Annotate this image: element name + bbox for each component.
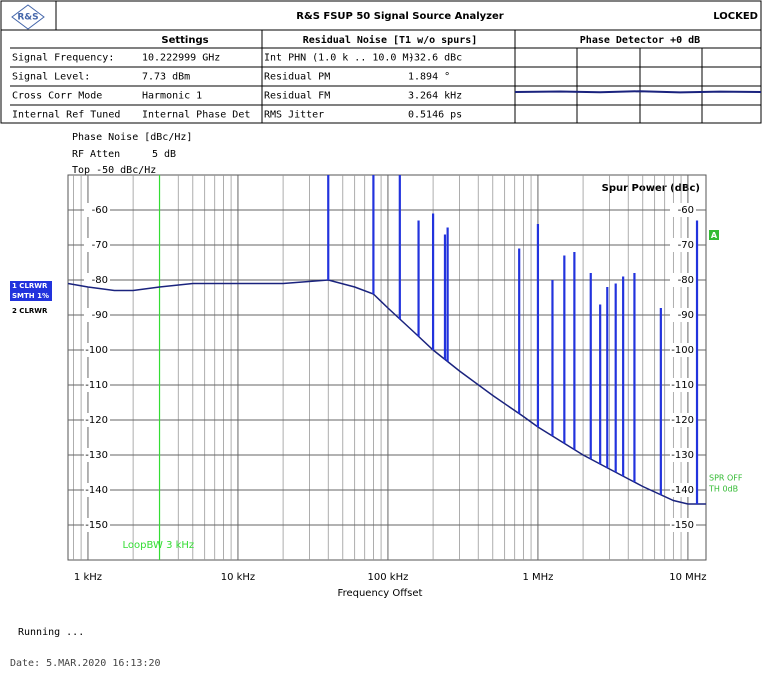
rf-atten: 5 dB (152, 149, 176, 160)
y2-tick-label: -120 (671, 415, 694, 426)
title: R&S FSUP 50 Signal Source Analyzer (296, 11, 504, 22)
y2-tick-label: -150 (671, 520, 694, 531)
badge: A (711, 231, 718, 240)
trace-label: 2 CLRWR (12, 307, 48, 315)
y-axis-label: Phase Noise [dBc/Hz] (72, 132, 192, 143)
table-cell: Internal Ref Tuned (12, 110, 120, 121)
y-tick-label: -90 (92, 310, 108, 321)
trace-label: 1 CLRWR (12, 282, 48, 290)
tick-label-bg (670, 483, 696, 497)
tick-label-bg (84, 273, 110, 287)
table-cell: Internal Phase Det (142, 110, 250, 121)
table-cell: -32.6 dBc (408, 53, 462, 64)
x-axis-label: Frequency Offset (338, 588, 423, 599)
y2-tick-label: -140 (671, 485, 694, 496)
table-cell: Residual FM (264, 91, 330, 102)
tick-label-bg (84, 238, 110, 252)
tick-label-bg (670, 273, 696, 287)
table-cell: 3.264 kHz (408, 91, 462, 102)
tick-label-bg (84, 518, 110, 532)
header-frame (0, 0, 762, 124)
tick-label-bg (84, 448, 110, 462)
y-tick-label: -110 (85, 380, 108, 391)
table-cell: Residual PM (264, 72, 330, 83)
table-cell: Signal Level: (12, 72, 90, 83)
table-cell: RMS Jitter (264, 110, 324, 121)
table-heading: Settings (161, 35, 208, 46)
table-cell: Int PHN (1.0 k .. 10.0 M) (264, 53, 415, 64)
table-cell: 1.894 ° (408, 72, 450, 83)
y-tick-label: -80 (92, 275, 108, 286)
svg-text:R&S: R&S (17, 13, 38, 23)
y2-tick-label: -70 (678, 240, 694, 251)
date: Date: 5.MAR.2020 16:13:20 (10, 658, 161, 669)
y2-tick-label: -110 (671, 380, 694, 391)
y-tick-label: -140 (85, 485, 108, 496)
tick-label-bg (670, 378, 696, 392)
x-tick-label: 10 kHz (221, 572, 255, 583)
tick-label-bg (84, 343, 110, 357)
x-tick-label: 10 MHz (669, 572, 706, 583)
table-cell: 10.222999 GHz (142, 53, 220, 64)
noise-trace (67, 279, 706, 505)
x-tick-label: 100 kHz (368, 572, 409, 583)
table-cell: 7.73 dBm (142, 72, 190, 83)
y2-tick-label: -60 (678, 205, 694, 216)
y-tick-label: -60 (92, 205, 108, 216)
tick-label-bg (670, 448, 696, 462)
tick-label-bg (84, 203, 110, 217)
phase-detector-plot (514, 48, 762, 123)
loop-bw-label: LoopBW 3 kHz (123, 540, 195, 551)
y2-axis-label: Spur Power (dBc) (602, 183, 700, 194)
status: Running ... (18, 627, 84, 638)
tick-label-bg (84, 483, 110, 497)
trace-label: SMTH 1% (12, 292, 49, 300)
tick-label-bg (670, 238, 696, 252)
annotation: SPR OFF (709, 474, 743, 483)
table-heading: Residual Noise [T1 w/o spurs] (303, 34, 478, 46)
table-cell: 0.5146 ps (408, 110, 462, 121)
logo: R&S (11, 4, 45, 30)
x-tick-label: 1 kHz (74, 572, 102, 583)
badge-box (709, 230, 719, 240)
tick-label-bg (84, 413, 110, 427)
ref-level: Top -50 dBc/Hz (72, 165, 156, 176)
y-tick-label: -130 (85, 450, 108, 461)
tick-label-bg (84, 308, 110, 322)
y-tick-label: -120 (85, 415, 108, 426)
y-tick-label: -70 (92, 240, 108, 251)
table-cell: Cross Corr Mode (12, 91, 102, 102)
tick-label-bg (84, 378, 110, 392)
table-cell: Signal Frequency: (12, 53, 114, 64)
y-tick-label: -150 (85, 520, 108, 531)
tick-label-bg (670, 518, 696, 532)
trace-label-box (10, 281, 52, 301)
plot-frame (67, 174, 707, 561)
x-tick-label: 1 MHz (522, 572, 553, 583)
tick-label-bg (670, 343, 696, 357)
annotation: TH 0dB (708, 485, 738, 494)
y2-tick-label: -100 (671, 345, 694, 356)
tick-label-bg (670, 308, 696, 322)
y2-tick-label: -80 (678, 275, 694, 286)
y-tick-label: -100 (85, 345, 108, 356)
rf-atten-label: RF Atten (72, 149, 120, 160)
table-heading: Phase Detector +0 dB (580, 35, 700, 46)
y2-tick-label: -90 (678, 310, 694, 321)
lock-status: LOCKED (713, 11, 758, 22)
tick-label-bg (670, 203, 696, 217)
table-cell: Harmonic 1 (142, 91, 202, 102)
y2-tick-label: -130 (671, 450, 694, 461)
tick-label-bg (670, 413, 696, 427)
